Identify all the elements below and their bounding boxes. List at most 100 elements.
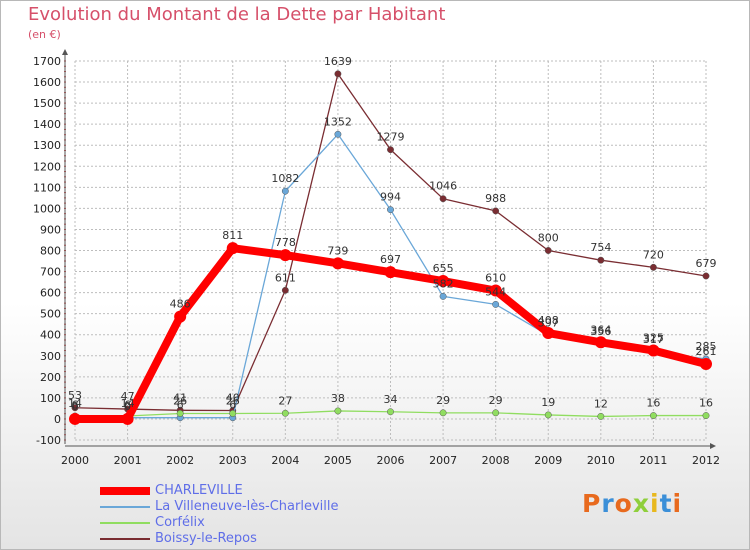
series-lines bbox=[69, 70, 712, 425]
data-label-0: 0 bbox=[124, 400, 131, 413]
data-label-3: 1279 bbox=[377, 131, 405, 144]
data-point-1 bbox=[281, 187, 289, 195]
data-point-0 bbox=[542, 327, 555, 340]
data-label-2: 29 bbox=[489, 394, 503, 407]
logo-letter: P bbox=[582, 489, 602, 518]
y-tick-label: 900 bbox=[40, 223, 61, 236]
data-point-0 bbox=[437, 275, 450, 288]
legend-item-corfelix[interactable]: Corfélix bbox=[100, 515, 338, 531]
proxiti-logo: Proxiti bbox=[582, 489, 682, 518]
data-label-1: 356 bbox=[590, 325, 611, 338]
data-label-2: 14 bbox=[68, 397, 82, 410]
y-tick-label: 1500 bbox=[33, 97, 61, 110]
data-label-1: 6 bbox=[177, 399, 184, 412]
y-tick-label: 1300 bbox=[33, 139, 61, 152]
data-label-2: 34 bbox=[384, 393, 398, 406]
data-label-3: 611 bbox=[275, 271, 296, 284]
y-tick-label: 1000 bbox=[33, 202, 61, 215]
data-label-2: 16 bbox=[699, 397, 713, 410]
data-point-2 bbox=[387, 408, 394, 416]
legend-item-villeneuve[interactable]: La Villeneuve-lès-Charleville bbox=[100, 499, 338, 515]
data-point-2 bbox=[176, 410, 184, 417]
axes: -100010020030040050060070080090010001100… bbox=[33, 49, 720, 467]
y-tick-label: 300 bbox=[40, 350, 61, 363]
data-point-1 bbox=[439, 292, 447, 300]
logo-letter: i bbox=[650, 489, 660, 518]
data-label-0: 739 bbox=[327, 244, 348, 257]
y-tick-label: -100 bbox=[36, 434, 61, 447]
data-point-3 bbox=[492, 207, 500, 215]
y-tick-label: 200 bbox=[40, 371, 61, 384]
data-label-1: 6 bbox=[72, 399, 79, 412]
data-point-0 bbox=[700, 357, 712, 370]
data-label-1: 6 bbox=[229, 399, 236, 412]
data-point-3 bbox=[334, 70, 342, 78]
logo-letter: r bbox=[601, 489, 615, 518]
data-point-2 bbox=[649, 412, 657, 420]
data-point-3 bbox=[439, 195, 447, 203]
data-label-3: 41 bbox=[173, 391, 187, 404]
x-axis-arrow bbox=[710, 443, 716, 449]
data-point-3 bbox=[702, 272, 710, 280]
data-point-3 bbox=[649, 263, 657, 271]
data-point-1 bbox=[387, 206, 394, 214]
data-label-2: 27 bbox=[278, 394, 292, 407]
y-axis-arrow bbox=[62, 49, 68, 55]
data-label-2: 26 bbox=[173, 394, 187, 407]
legend: CHARLEVILLE La Villeneuve-lès-Charlevill… bbox=[100, 483, 338, 547]
x-tick-label: 2007 bbox=[429, 454, 457, 467]
unit-label: (en €) bbox=[28, 28, 61, 41]
legend-swatch-corfelix bbox=[100, 522, 150, 524]
data-point-3 bbox=[544, 247, 552, 254]
x-tick-label: 2001 bbox=[114, 454, 142, 467]
data-point-0 bbox=[279, 249, 292, 262]
data-label-2: 19 bbox=[541, 396, 555, 409]
grid bbox=[74, 60, 707, 441]
legend-item-charleville[interactable]: CHARLEVILLE bbox=[100, 483, 338, 499]
y-tick-label: 1600 bbox=[33, 76, 61, 89]
legend-label-corfelix: Corfélix bbox=[155, 515, 205, 530]
x-tick-label: 2009 bbox=[534, 454, 562, 467]
data-label-0: 325 bbox=[643, 332, 664, 345]
data-point-0 bbox=[69, 412, 81, 425]
y-tick-label: 1700 bbox=[33, 55, 61, 68]
legend-item-boissy[interactable]: Boissy-le-Repos bbox=[100, 531, 338, 547]
data-label-1: 994 bbox=[380, 191, 401, 204]
data-point-1 bbox=[334, 130, 342, 138]
x-tick-label: 2010 bbox=[587, 454, 615, 467]
data-label-1: 1082 bbox=[271, 172, 299, 185]
logo-letter: i bbox=[672, 489, 683, 518]
data-label-1: 317 bbox=[643, 333, 664, 346]
data-point-2 bbox=[702, 412, 710, 420]
data-point-2 bbox=[439, 409, 447, 417]
data-label-2: 12 bbox=[594, 397, 608, 410]
data-point-1 bbox=[492, 300, 500, 308]
data-label-1: 6 bbox=[124, 399, 131, 412]
data-point-0 bbox=[174, 310, 187, 323]
y-tick-label: 100 bbox=[40, 392, 61, 405]
legend-label-charleville: CHARLEVILLE bbox=[155, 483, 243, 498]
data-label-3: 800 bbox=[538, 232, 559, 245]
x-tick-label: 2000 bbox=[61, 454, 89, 467]
x-tick-label: 2005 bbox=[324, 454, 352, 467]
y-tick-label: 600 bbox=[40, 287, 61, 300]
data-point-0 bbox=[647, 344, 660, 357]
data-point-3 bbox=[71, 404, 79, 412]
data-point-2 bbox=[229, 410, 237, 417]
data-label-0: 0 bbox=[72, 400, 79, 413]
data-label-3: 1639 bbox=[324, 55, 352, 68]
x-tick-label: 2002 bbox=[166, 454, 194, 467]
data-label-3: 720 bbox=[643, 248, 664, 261]
data-label-0: 364 bbox=[590, 323, 611, 336]
data-label-3: 988 bbox=[485, 192, 506, 205]
y-tick-label: 1400 bbox=[33, 118, 61, 131]
y-tick-label: 800 bbox=[40, 245, 61, 258]
data-label-1: 285 bbox=[696, 340, 717, 353]
data-label-1: 1352 bbox=[324, 115, 352, 128]
data-label-0: 697 bbox=[380, 253, 401, 266]
data-point-0 bbox=[121, 412, 134, 425]
data-point-0 bbox=[384, 266, 397, 279]
x-tick-label: 2006 bbox=[377, 454, 405, 467]
data-label-3: 754 bbox=[590, 241, 611, 254]
